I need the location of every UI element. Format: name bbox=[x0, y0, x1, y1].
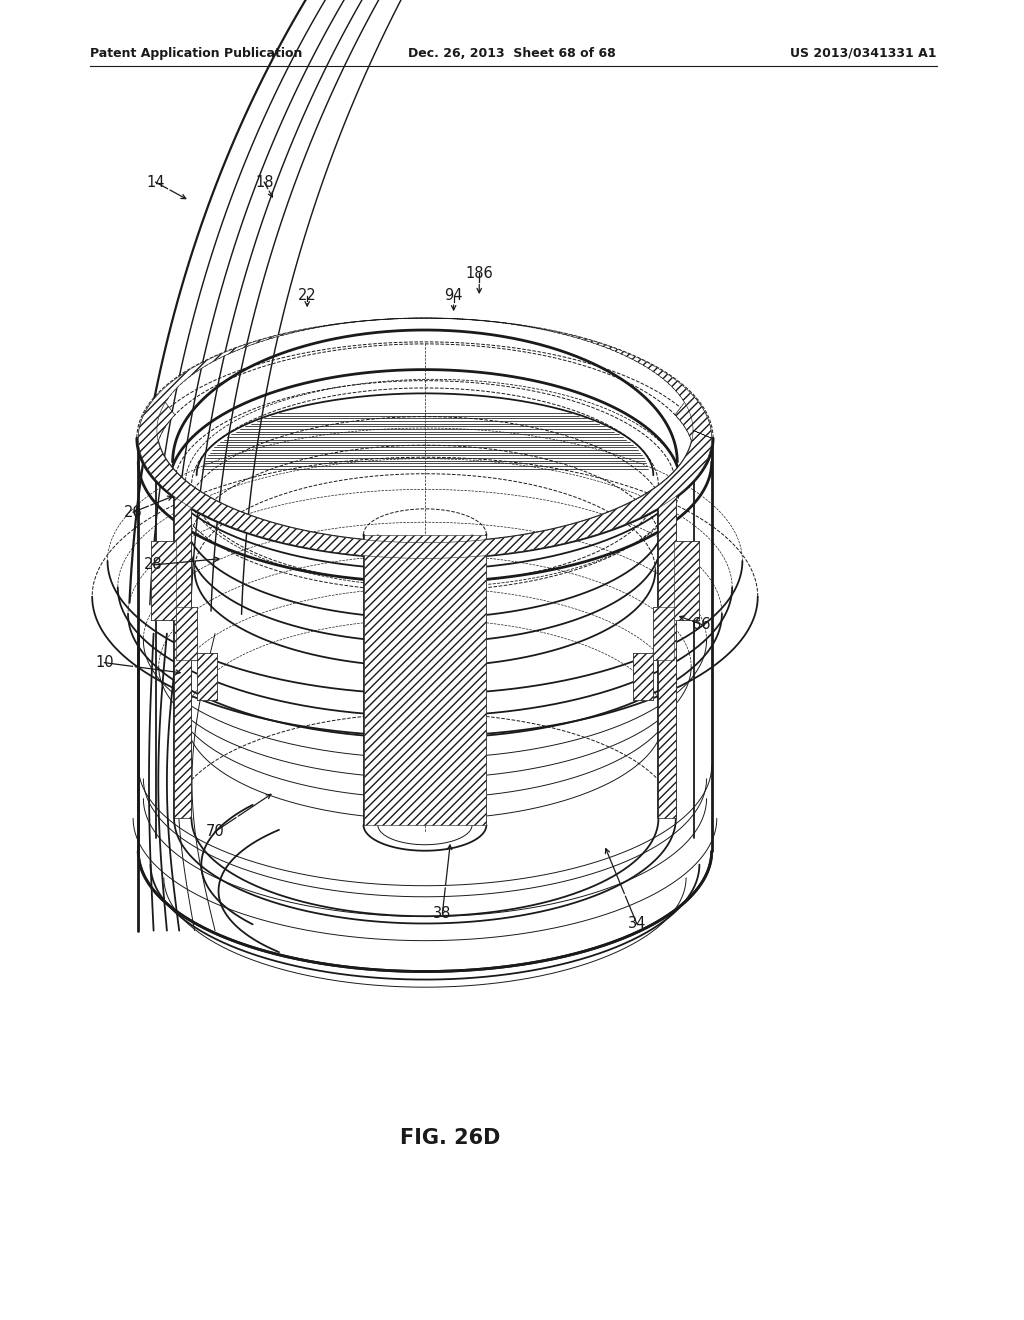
Text: 28: 28 bbox=[144, 557, 163, 573]
Text: 38: 38 bbox=[433, 906, 452, 921]
Polygon shape bbox=[658, 486, 676, 818]
Text: 14: 14 bbox=[146, 174, 165, 190]
Text: 94: 94 bbox=[444, 288, 463, 304]
Polygon shape bbox=[151, 541, 176, 620]
Text: 186: 186 bbox=[465, 265, 494, 281]
Text: Patent Application Publication: Patent Application Publication bbox=[90, 46, 302, 59]
Polygon shape bbox=[197, 653, 217, 700]
Text: 18: 18 bbox=[255, 174, 273, 190]
Polygon shape bbox=[674, 541, 699, 620]
Text: US 2013/0341331 A1: US 2013/0341331 A1 bbox=[791, 46, 937, 59]
Text: 10: 10 bbox=[95, 655, 114, 671]
Polygon shape bbox=[138, 393, 175, 499]
Polygon shape bbox=[633, 653, 653, 700]
Text: FIG. 26D: FIG. 26D bbox=[400, 1127, 501, 1148]
Text: 22: 22 bbox=[298, 288, 316, 304]
Polygon shape bbox=[675, 393, 712, 499]
Polygon shape bbox=[364, 535, 486, 825]
Polygon shape bbox=[176, 607, 197, 660]
Text: Dec. 26, 2013  Sheet 68 of 68: Dec. 26, 2013 Sheet 68 of 68 bbox=[409, 46, 615, 59]
Polygon shape bbox=[138, 318, 712, 558]
Text: 70: 70 bbox=[206, 824, 224, 840]
Polygon shape bbox=[653, 607, 674, 660]
Text: 66: 66 bbox=[692, 616, 711, 632]
Text: 34: 34 bbox=[628, 916, 646, 932]
Text: 26: 26 bbox=[124, 504, 142, 520]
Polygon shape bbox=[174, 486, 191, 818]
